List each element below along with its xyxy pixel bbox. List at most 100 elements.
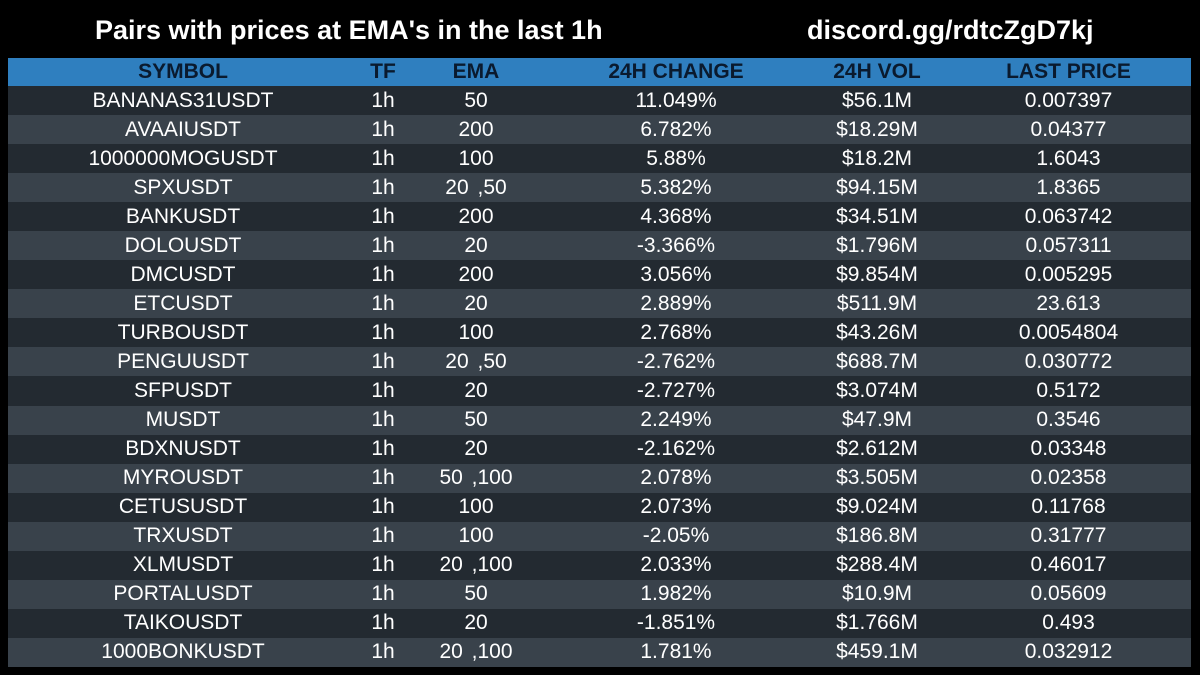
change-cell: -3.366% <box>636 233 716 257</box>
symbol-cell: BANANAS31USDT <box>92 88 274 112</box>
table-row[interactable]: 1000000MOGUSDT 1h 100 5.88% $18.2M 1.6043 <box>8 144 1191 174</box>
change-cell: -1.851% <box>636 611 716 635</box>
ema-cell: 20 <box>464 233 488 257</box>
symbol-cell: BDXNUSDT <box>125 437 241 461</box>
ema-cell: 20 ,100 <box>439 553 513 577</box>
table-row[interactable]: ETCUSDT 1h 20 2.889% $511.9M 23.613 <box>8 289 1191 319</box>
symbol-cell: MUSDT <box>145 408 221 432</box>
price-cell: 0.05609 <box>1030 582 1107 606</box>
table-row[interactable]: BDXNUSDT 1h 20 -2.162% $2.612M 0.03348 <box>8 434 1191 464</box>
table-row[interactable]: DOLOUSDT 1h 20 -3.366% $1.796M 0.057311 <box>8 231 1191 261</box>
change-cell: 1.982% <box>640 582 712 606</box>
change-cell: 3.056% <box>640 262 712 286</box>
symbol-cell: XLMUSDT <box>132 553 234 577</box>
column-header-ema[interactable]: EMA <box>452 60 500 83</box>
ema-cell: 20 ,50 <box>445 349 507 373</box>
price-cell: 0.03348 <box>1030 437 1107 461</box>
symbol-cell: TRXUSDT <box>133 524 233 548</box>
symbol-cell: TAIKOUSDT <box>123 611 243 635</box>
tf-cell: 1h <box>371 495 395 519</box>
tf-cell: 1h <box>371 437 395 461</box>
table-row[interactable]: BANKUSDT 1h 200 4.368% $34.51M 0.063742 <box>8 202 1191 232</box>
ema-cell: 200 <box>458 117 494 141</box>
table-row[interactable]: AVAAIUSDT 1h 200 6.782% $18.29M 0.04377 <box>8 115 1191 145</box>
volume-cell: $56.1M <box>841 88 913 112</box>
tf-cell: 1h <box>371 408 395 432</box>
ema-cell: 100 <box>458 146 494 170</box>
ema-cell: 20 ,100 <box>439 640 513 664</box>
ema-cell: 50 <box>464 582 488 606</box>
price-cell: 1.6043 <box>1036 146 1101 170</box>
volume-cell: $1.766M <box>836 611 918 635</box>
tf-cell: 1h <box>371 88 395 112</box>
volume-cell: $511.9M <box>836 291 918 315</box>
price-cell: 0.02358 <box>1030 466 1107 490</box>
tf-cell: 1h <box>371 640 395 664</box>
tf-cell: 1h <box>371 466 395 490</box>
column-header-24h-change[interactable]: 24H CHANGE <box>608 60 744 83</box>
price-cell: 0.0054804 <box>1018 320 1119 344</box>
table-row[interactable]: XLMUSDT 1h 20 ,100 2.033% $288.4M 0.46017 <box>8 550 1191 580</box>
ema-cell: 100 <box>458 524 494 548</box>
table-row[interactable]: 1000BONKUSDT 1h 20 ,100 1.781% $459.1M 0.0329… <box>8 637 1191 667</box>
tf-cell: 1h <box>371 204 395 228</box>
tf-cell: 1h <box>371 553 395 577</box>
tf-cell: 1h <box>371 320 395 344</box>
price-cell: 0.007397 <box>1024 88 1113 112</box>
change-cell: 2.768% <box>640 320 712 344</box>
volume-cell: $18.29M <box>836 117 918 141</box>
tf-cell: 1h <box>371 291 395 315</box>
volume-cell: $18.2M <box>841 146 913 170</box>
price-cell: 0.005295 <box>1024 262 1113 286</box>
volume-cell: $9.024M <box>836 495 918 519</box>
change-cell: 6.782% <box>640 117 712 141</box>
symbol-cell: AVAAIUSDT <box>125 117 241 141</box>
tf-cell: 1h <box>371 175 395 199</box>
page-title: Pairs with prices at EMA's in the last 1… <box>95 15 603 45</box>
tf-cell: 1h <box>371 117 395 141</box>
price-cell: 0.030772 <box>1024 349 1113 373</box>
column-header-24h-vol[interactable]: 24H VOL <box>833 60 921 83</box>
table-row[interactable]: SPXUSDT 1h 20 ,50 5.382% $94.15M 1.8365 <box>8 173 1191 203</box>
table-body: BANANAS31USDT 1h 50 11.049% $56.1M 0.007397 AV… <box>8 86 1191 667</box>
volume-cell: $10.9M <box>841 582 913 606</box>
table-row[interactable]: PORTALUSDT 1h 50 1.982% $10.9M 0.05609 <box>8 579 1191 609</box>
price-cell: 0.46017 <box>1030 553 1107 577</box>
symbol-cell: SFPUSDT <box>133 378 232 402</box>
column-header-last-price[interactable]: LAST PRICE <box>1006 60 1131 83</box>
column-header-tf[interactable]: TF <box>370 60 396 83</box>
top-bar: Pairs with prices at EMA's in the last 1… <box>0 0 1200 58</box>
change-cell: 2.078% <box>640 466 712 490</box>
table-row[interactable]: TRXUSDT 1h 100 -2.05% $186.8M 0.31777 <box>8 521 1191 551</box>
ema-cell: 50 <box>464 408 488 432</box>
discord-invite-link[interactable]: discord.gg/rdtcZgD7kj <box>807 15 1094 45</box>
ema-cell: 20 <box>464 437 488 461</box>
price-cell: 0.3546 <box>1036 408 1101 432</box>
symbol-cell: DOLOUSDT <box>124 233 242 257</box>
table-row[interactable]: TAIKOUSDT 1h 20 -1.851% $1.766M 0.493 <box>8 608 1191 638</box>
ema-cell: 200 <box>458 204 494 228</box>
volume-cell: $1.796M <box>836 233 918 257</box>
symbol-cell: MYROUSDT <box>122 466 244 490</box>
price-cell: 0.31777 <box>1030 524 1107 548</box>
change-cell: 2.889% <box>640 291 712 315</box>
symbol-cell: PENGUUSDT <box>117 349 249 373</box>
price-cell: 23.613 <box>1036 291 1101 315</box>
ema-cell: 100 <box>458 495 494 519</box>
table-row[interactable]: PENGUUSDT 1h 20 ,50 -2.762% $688.7M 0.030772 <box>8 347 1191 377</box>
change-cell: -2.762% <box>636 349 716 373</box>
table-row[interactable]: MUSDT 1h 50 2.249% $47.9M 0.3546 <box>8 405 1191 435</box>
table-row[interactable]: SFPUSDT 1h 20 -2.727% $3.074M 0.5172 <box>8 376 1191 406</box>
table-row[interactable]: DMCUSDT 1h 200 3.056% $9.854M 0.005295 <box>8 260 1191 290</box>
ema-cell: 50 ,100 <box>439 466 513 490</box>
table-row[interactable]: MYROUSDT 1h 50 ,100 2.078% $3.505M 0.02358 <box>8 463 1191 493</box>
table-row[interactable]: TURBOUSDT 1h 100 2.768% $43.26M 0.0054804 <box>8 318 1191 348</box>
symbol-cell: DMCUSDT <box>130 262 236 286</box>
tf-cell: 1h <box>371 378 395 402</box>
column-header-symbol[interactable]: SYMBOL <box>138 60 228 83</box>
table-row[interactable]: CETUSUSDT 1h 100 2.073% $9.024M 0.11768 <box>8 492 1191 522</box>
price-cell: 0.057311 <box>1025 233 1112 257</box>
table-row[interactable]: BANANAS31USDT 1h 50 11.049% $56.1M 0.007397 <box>8 86 1191 116</box>
ema-cell: 100 <box>458 320 494 344</box>
